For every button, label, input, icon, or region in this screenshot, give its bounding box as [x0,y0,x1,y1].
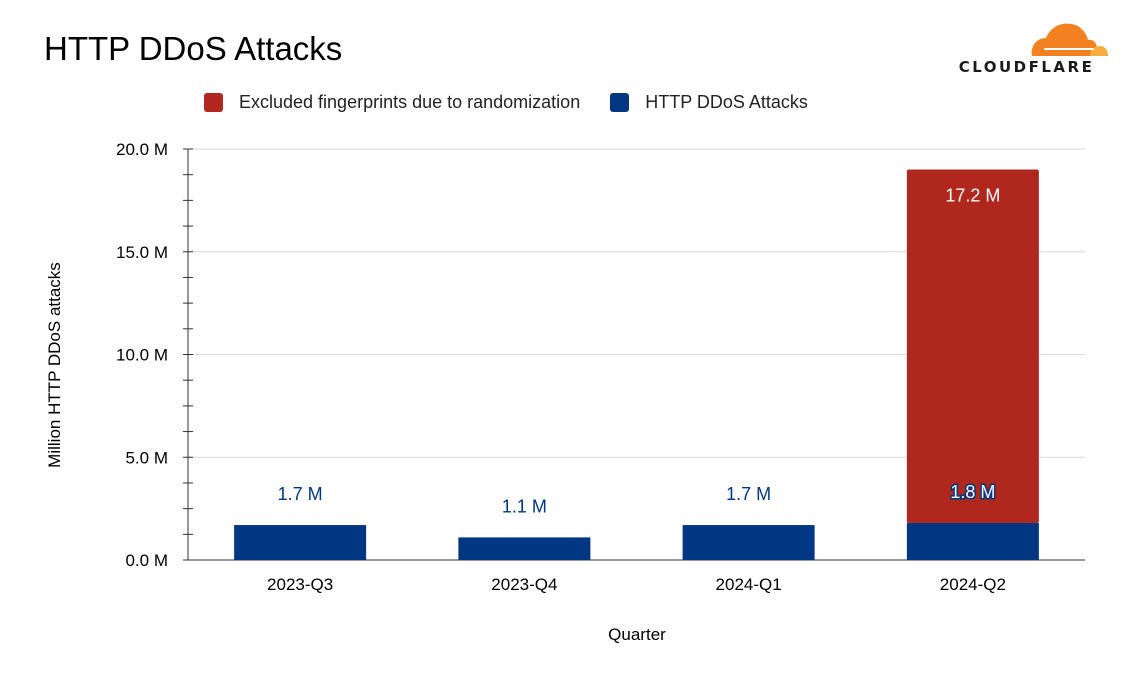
cloud-icon [1031,23,1108,56]
legend-swatch-excluded [204,93,223,112]
data-label-attacks: 1.7 M [726,484,771,504]
bar-attacks [682,525,815,560]
legend-item-excluded: Excluded fingerprints due to randomizati… [204,92,580,113]
logo-text: CLOUDFLARE [958,58,1095,76]
chart-legend: Excluded fingerprints due to randomizati… [204,92,838,113]
x-tick-label: 2023-Q4 [491,575,557,594]
data-label-excluded: 17.2 M [945,186,1000,206]
y-tick-label: 10.0 M [116,346,168,365]
legend-swatch-attacks [610,93,630,112]
cloudflare-logo: CLOUDFLARE [944,18,1109,78]
data-label-attacks: 1.7 M [278,484,323,504]
bar-attacks [234,525,367,560]
x-axis-label: Quarter [608,625,666,644]
x-tick-label: 2024-Q2 [940,575,1006,594]
y-tick-label: 20.0 M [116,140,168,159]
legend-item-attacks: HTTP DDoS Attacks [610,92,808,113]
chart-title: HTTP DDoS Attacks [44,30,343,67]
data-label-attacks: 1.1 M [502,496,547,516]
x-tick-label: 2023-Q3 [267,575,333,594]
legend-label-attacks: HTTP DDoS Attacks [645,92,808,112]
legend-label-excluded: Excluded fingerprints due to randomizati… [239,92,581,112]
data-label-attacks: 1.8 M [950,482,995,502]
bar-attacks [906,523,1039,560]
y-tick-label: 15.0 M [116,243,168,262]
y-tick-label: 0.0 M [125,551,168,570]
y-tick-label: 5.0 M [125,448,168,467]
bar-excluded [906,169,1039,524]
x-tick-label: 2024-Q1 [716,575,782,594]
bar-attacks [458,537,591,560]
y-axis-label: Million HTTP DDoS attacks [45,262,64,468]
